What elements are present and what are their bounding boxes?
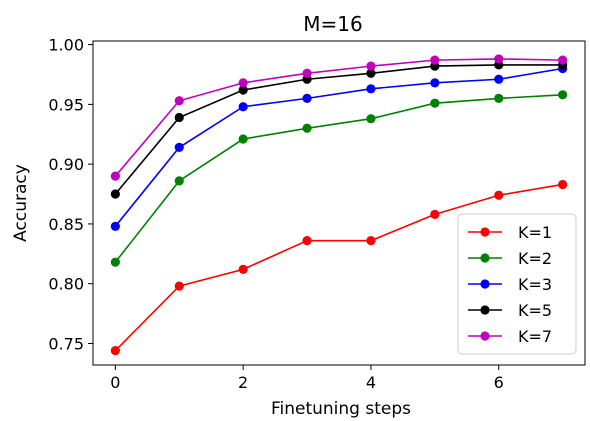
data-point (366, 68, 376, 78)
x-tick-label: 4 (366, 373, 376, 392)
legend-label: K=5 (518, 301, 552, 320)
legend-item: K=7 (468, 327, 552, 346)
data-point (366, 84, 376, 94)
y-axis-label: Accuracy (11, 164, 31, 242)
series-line (114, 94, 563, 263)
legend-marker (480, 227, 490, 237)
series-k-7 (110, 54, 568, 181)
legend: K=1 K=2 K=3 K=5 K=7 (457, 213, 577, 355)
data-point (558, 179, 568, 190)
data-point (110, 346, 120, 356)
x-axis-label: Finetuning steps (271, 399, 411, 419)
data-point (238, 85, 248, 95)
data-point (558, 90, 568, 100)
y-axis-ticks: 0.75 0.80 0.85 0.90 0.95 1.00 (48, 36, 93, 353)
data-point (494, 190, 504, 200)
data-point (302, 93, 312, 103)
legend-label: K=2 (518, 249, 552, 268)
data-point (430, 98, 440, 108)
legend-marker (480, 331, 490, 341)
legend-item: K=3 (468, 275, 552, 294)
data-point (494, 74, 504, 84)
y-tick-label: 0.85 (48, 215, 84, 234)
data-point (174, 112, 184, 123)
data-point (430, 209, 440, 219)
x-tick-label: 6 (494, 373, 504, 392)
data-point (430, 78, 440, 88)
y-tick-label: 0.95 (48, 95, 84, 114)
chart-title: M=16 (303, 12, 362, 36)
data-point (238, 78, 248, 88)
data-point (302, 123, 312, 133)
data-point (494, 93, 504, 103)
data-point (302, 68, 312, 78)
data-point (238, 134, 248, 144)
data-point (238, 264, 248, 274)
y-tick-label: 0.80 (48, 275, 84, 294)
y-tick-label: 1.00 (48, 36, 84, 55)
y-tick-label: 0.75 (48, 334, 84, 353)
series-line (114, 67, 563, 227)
legend-marker (480, 279, 490, 289)
data-point (110, 171, 120, 181)
data-point (366, 114, 376, 124)
data-point (366, 61, 376, 71)
data-point (494, 54, 504, 64)
series-k-2 (110, 90, 568, 267)
data-point (174, 96, 184, 106)
legend-item: K=5 (468, 301, 552, 320)
series-line (114, 58, 563, 177)
series-k-1 (110, 179, 568, 356)
legend-label: K=7 (518, 327, 552, 346)
legend-marker (480, 305, 490, 315)
data-point (558, 55, 568, 65)
legend-item: K=1 (468, 223, 552, 242)
x-tick-label: 0 (110, 373, 120, 392)
legend-label: K=3 (518, 275, 552, 294)
series-line (114, 64, 563, 195)
series-line (114, 183, 563, 352)
data-point (430, 55, 440, 65)
legend-box (457, 213, 577, 355)
data-point (110, 257, 120, 267)
data-point (238, 102, 248, 112)
x-tick-label: 2 (238, 373, 248, 392)
y-tick-label: 0.90 (48, 155, 84, 174)
data-point (110, 221, 120, 231)
data-point (302, 236, 312, 246)
data-point (174, 176, 184, 186)
data-point (174, 281, 184, 291)
x-axis-ticks: 0 2 4 6 (110, 365, 504, 392)
data-point (174, 142, 184, 153)
legend-item: K=2 (468, 249, 552, 268)
legend-marker (480, 253, 490, 263)
series-layer (110, 54, 568, 356)
axes-frame (92, 40, 586, 366)
plot-frame (92, 40, 586, 366)
data-point (366, 236, 376, 246)
data-point (110, 189, 120, 199)
series-k-3 (110, 63, 568, 231)
legend-label: K=1 (518, 223, 552, 242)
